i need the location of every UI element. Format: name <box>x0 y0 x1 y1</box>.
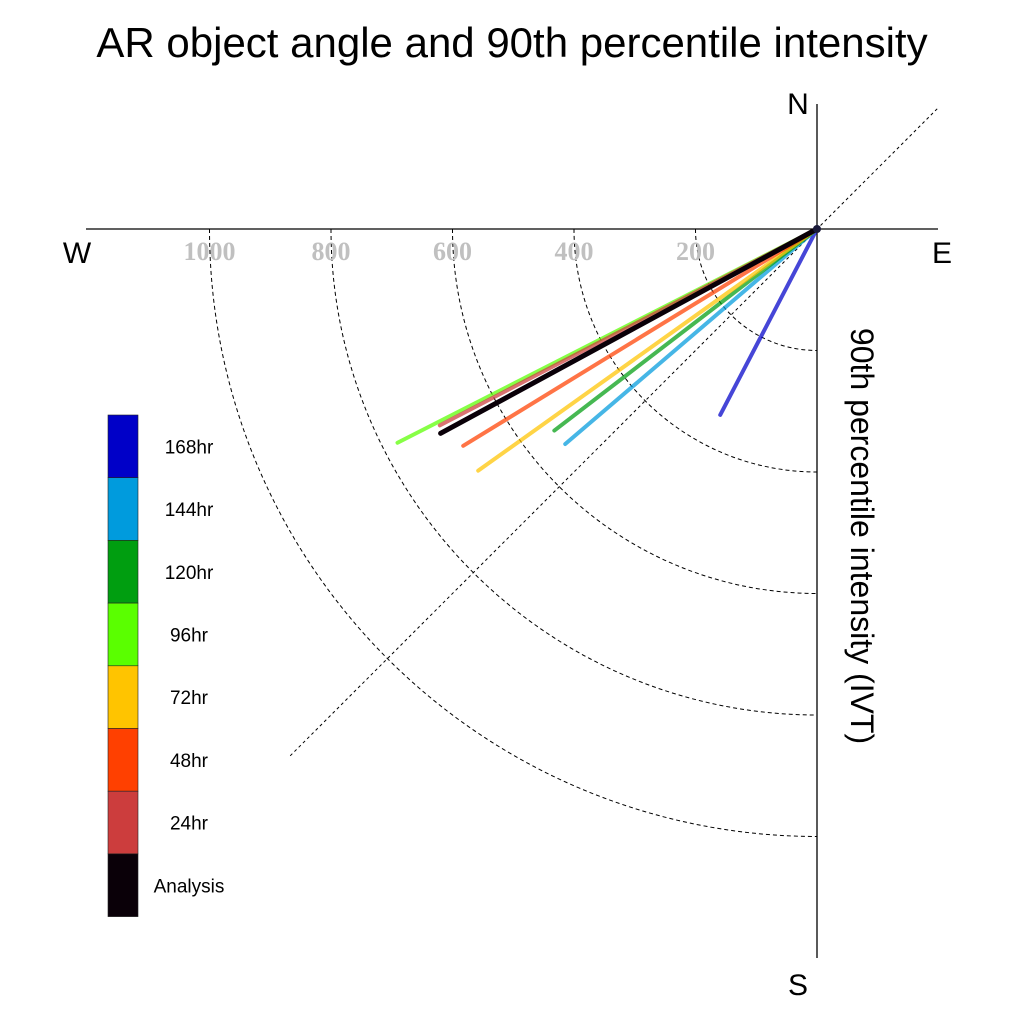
ring-label-200: 200 <box>676 237 715 266</box>
legend-swatch-96hr <box>107 602 139 667</box>
legend-label-168hr: 168hr <box>165 437 214 458</box>
legend-swatch-48hr <box>107 728 139 792</box>
legend-label-144hr: 144hr <box>165 500 214 521</box>
legend-swatch-168hr <box>107 414 139 479</box>
origin-point <box>813 225 821 233</box>
legend-swatch-72hr <box>107 665 139 729</box>
legend-swatch-144hr <box>107 477 139 541</box>
ring-600 <box>452 228 818 594</box>
compass-south: S <box>788 969 808 1002</box>
legend-label-analysis: Analysis <box>154 876 225 897</box>
legend-swatch-120hr <box>107 540 139 604</box>
legend-swatch-24hr <box>107 790 139 855</box>
compass-east: E <box>932 237 952 270</box>
compass-west: W <box>63 237 92 270</box>
diagonal-reference <box>289 108 938 757</box>
legend-label-24hr: 24hr <box>170 814 209 835</box>
ring-1000 <box>209 228 818 837</box>
legend-label-72hr: 72hr <box>170 688 209 709</box>
diagonal-line <box>289 108 938 757</box>
legend-swatch-analysis <box>107 853 139 917</box>
legend-label-48hr: 48hr <box>170 751 209 772</box>
forecast-vectors <box>395 225 821 473</box>
vector-72hr <box>476 227 819 473</box>
ring-200 <box>695 228 818 351</box>
ring-label-1000: 1000 <box>184 237 236 266</box>
compass-north: N <box>787 88 809 121</box>
ring-label-600: 600 <box>433 237 472 266</box>
vector-168hr <box>718 227 819 417</box>
ring-label-800: 800 <box>312 237 351 266</box>
vector-144hr <box>563 227 819 447</box>
ring-400 <box>573 228 818 473</box>
ring-labels: 200 400 600 800 1000 <box>184 237 716 266</box>
legend-label-120hr: 120hr <box>165 563 214 584</box>
chart-title: AR object angle and 90th percentile inte… <box>96 19 927 66</box>
vector-analysis <box>438 226 820 436</box>
compass-axes <box>86 104 938 958</box>
legend-label-96hr: 96hr <box>170 625 209 646</box>
ring-label-400: 400 <box>555 237 594 266</box>
legend: 168hr 144hr 120hr 96hr 72hr 48hr 24hr Analysis <box>107 414 225 917</box>
y-axis-label: 90th percentile intensity (IVT) <box>844 328 880 744</box>
vector-48hr <box>461 227 819 448</box>
